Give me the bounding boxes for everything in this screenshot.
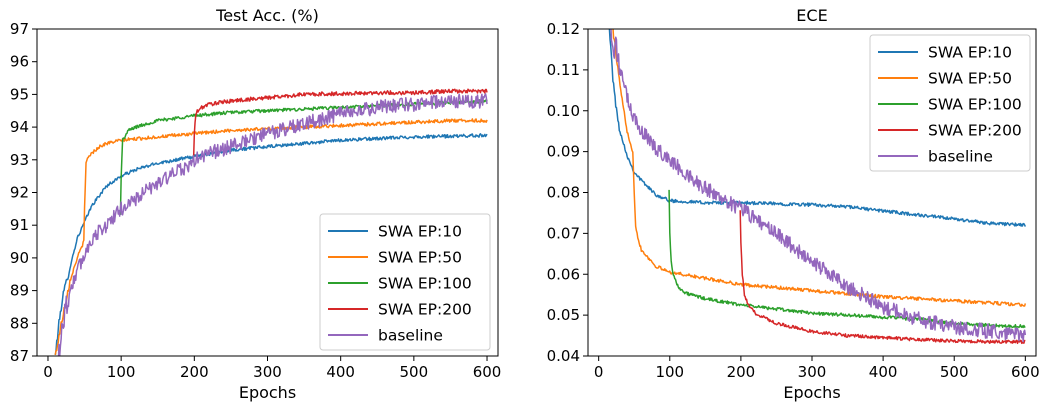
series-line-0 <box>608 29 1027 227</box>
legend-label: baseline <box>378 327 443 345</box>
series-line-4 <box>610 29 1027 343</box>
y-tick-label: 97 <box>10 20 29 38</box>
plot-lines <box>54 88 488 356</box>
y-tick-label: 91 <box>10 216 29 234</box>
y-tick-label: 0.07 <box>547 224 580 242</box>
x-axis-label: Epochs <box>239 383 296 402</box>
plot-lines <box>608 29 1027 345</box>
x-axis-label: Epochs <box>783 383 840 402</box>
ece-chart: ECE 0 100 200 300 400 500 600 0.04 0.05 0.06 0.07… <box>547 6 1040 402</box>
y-tick-label: 0.05 <box>547 306 580 324</box>
series-line-4 <box>57 93 488 356</box>
legend: SWA EP:10 SWA EP:50 SWA EP:100 SWA EP:200 ba… <box>869 34 1031 172</box>
y-tick-label: 92 <box>10 184 29 202</box>
x-tick-label: 0 <box>43 363 53 381</box>
y-tick-label: 0.04 <box>547 347 580 365</box>
x-tick-label: 500 <box>400 363 429 381</box>
legend-box <box>869 34 1031 172</box>
legend-label: SWA EP:10 <box>378 223 462 241</box>
series-line-2 <box>119 98 488 215</box>
y-tick-label: 93 <box>10 151 29 169</box>
y-tick-label: 0.11 <box>547 61 580 79</box>
legend-label: SWA EP:50 <box>378 249 462 267</box>
y-ticks: 0.04 0.05 0.06 0.07 0.08 0.09 0.10 0.11 0.12 <box>547 20 588 365</box>
x-tick-label: 200 <box>727 363 756 381</box>
x-tick-label: 400 <box>869 363 898 381</box>
legend-label: SWA EP:10 <box>928 44 1012 62</box>
series-line-1 <box>612 29 1027 307</box>
y-tick-label: 0.08 <box>547 184 580 202</box>
legend-box <box>319 213 491 351</box>
x-ticks: 0 100 200 300 400 500 600 <box>43 356 501 381</box>
x-tick-label: 500 <box>940 363 969 381</box>
series-line-3 <box>192 88 488 160</box>
series-line-3 <box>739 210 1026 345</box>
y-tick-label: 94 <box>10 118 29 136</box>
legend: SWA EP:10 SWA EP:50 SWA EP:100 SWA EP:200 ba… <box>319 213 491 351</box>
chart-title: ECE <box>796 6 827 25</box>
legend-label: SWA EP:50 <box>928 70 1012 88</box>
legend-label: SWA EP:200 <box>378 301 472 319</box>
x-ticks: 0 100 200 300 400 500 600 <box>594 356 1040 381</box>
x-tick-label: 300 <box>253 363 282 381</box>
chart-title: Test Acc. (%) <box>215 6 319 25</box>
x-tick-label: 200 <box>180 363 209 381</box>
y-tick-label: 96 <box>10 53 29 71</box>
x-tick-label: 0 <box>594 363 604 381</box>
legend-label: SWA EP:200 <box>928 122 1022 140</box>
y-tick-label: 90 <box>10 249 29 267</box>
y-tick-label: 0.10 <box>547 102 580 120</box>
y-tick-label: 89 <box>10 282 29 300</box>
x-tick-label: 400 <box>326 363 355 381</box>
legend-label: SWA EP:100 <box>928 96 1022 114</box>
y-ticks: 87 88 89 90 91 92 93 94 95 96 97 <box>10 20 37 365</box>
test-accuracy-chart: Test Acc. (%) 0 100 200 300 400 500 600 87 88 89… <box>10 6 501 402</box>
y-tick-label: 0.09 <box>547 143 580 161</box>
y-tick-label: 0.06 <box>547 265 580 283</box>
x-tick-label: 100 <box>107 363 136 381</box>
x-tick-label: 300 <box>798 363 827 381</box>
y-tick-label: 87 <box>10 347 29 365</box>
y-tick-label: 95 <box>10 85 29 103</box>
legend-label: SWA EP:100 <box>378 275 472 293</box>
series-line-2 <box>668 189 1026 329</box>
y-tick-label: 88 <box>10 314 29 332</box>
legend-label: baseline <box>928 148 993 166</box>
y-tick-label: 0.12 <box>547 20 580 38</box>
x-tick-label: 600 <box>1011 363 1040 381</box>
x-tick-label: 100 <box>655 363 684 381</box>
series-line-0 <box>54 133 488 356</box>
x-tick-label: 600 <box>473 363 502 381</box>
